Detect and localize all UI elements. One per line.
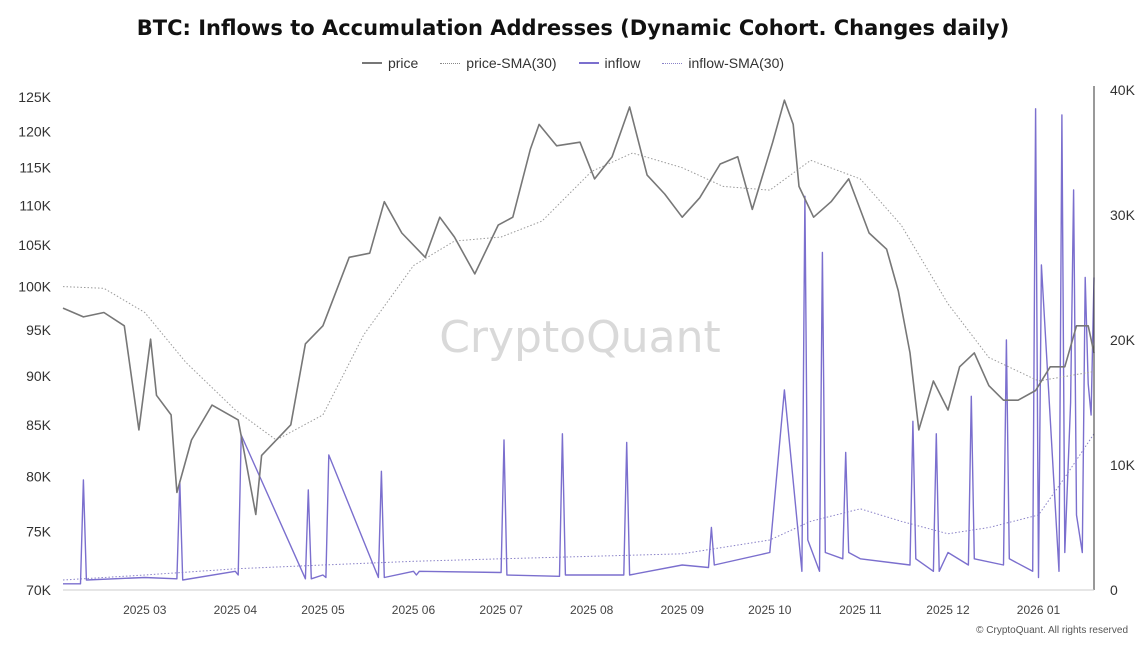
x-tick-label: 2025 04 [214, 603, 258, 617]
x-tick-label: 2025 09 [660, 603, 704, 617]
y-left-tick-label: 125K [18, 89, 51, 105]
y-left-tick-label: 75K [26, 523, 52, 539]
x-tick-label: 2026 01 [1017, 603, 1061, 617]
y-right-tick-label: 0 [1110, 582, 1118, 598]
series-line-price [62, 99, 1095, 516]
x-tick-label: 2025 08 [570, 603, 614, 617]
y-left-tick-label: 105K [18, 237, 51, 253]
x-tick-label: 2025 07 [479, 603, 523, 617]
y-left-tick-label: 115K [19, 160, 51, 176]
legend-label-inflow-sma: inflow-SMA(30) [688, 55, 785, 71]
y-right-tick-label: 40K [1110, 82, 1136, 98]
y-left-tick-label: 120K [18, 124, 51, 140]
x-tick-label: 2025 05 [301, 603, 345, 617]
x-tick-label: 2025 12 [926, 603, 970, 617]
legend-swatch-price-sma [440, 62, 461, 64]
legend: price price-SMA(30) inflow inflow-SMA(30… [0, 55, 1146, 71]
y-left-tick-label: 95K [26, 322, 52, 338]
legend-swatch-inflow-sma [662, 62, 683, 64]
series-line-price-sma-30 [62, 152, 1095, 441]
x-tick-label: 2025 06 [392, 603, 436, 617]
legend-label-price: price [387, 55, 419, 71]
y-left-tick-label: 85K [26, 417, 52, 433]
y-left-tick-label: 100K [18, 279, 51, 295]
legend-item-inflow[interactable]: inflow [578, 55, 641, 71]
legend-item-inflow-sma[interactable]: inflow-SMA(30) [662, 55, 784, 71]
watermark: CryptoQuant [439, 312, 721, 363]
y-right-tick-label: 30K [1110, 207, 1136, 223]
chart-title: BTC: Inflows to Accumulation Addresses (… [136, 16, 1010, 40]
y-right-tick-label: 20K [1110, 332, 1136, 348]
legend-swatch-price [361, 62, 382, 64]
y-right-tick-label: 10K [1110, 457, 1136, 473]
y-left-tick-label: 70K [26, 582, 52, 598]
series-line-inflow-sma-30 [62, 433, 1095, 581]
copyright-notice: © CryptoQuant. All rights reserved [976, 625, 1128, 636]
series-line-inflow [63, 108, 1095, 585]
y-left-tick-label: 90K [26, 368, 52, 384]
legend-item-price[interactable]: price [361, 55, 419, 71]
x-tick-label: 2025 10 [748, 603, 792, 617]
legend-label-inflow: inflow [604, 55, 641, 71]
legend-label-price-sma: price-SMA(30) [466, 55, 557, 71]
x-tick-label: 2025 03 [123, 603, 167, 617]
y-left-tick-label: 80K [26, 468, 52, 484]
y-left-tick-label: 110K [19, 198, 51, 214]
x-tick-label: 2025 11 [839, 603, 882, 617]
legend-item-price-sma[interactable]: price-SMA(30) [440, 55, 557, 71]
legend-swatch-inflow [578, 62, 599, 64]
